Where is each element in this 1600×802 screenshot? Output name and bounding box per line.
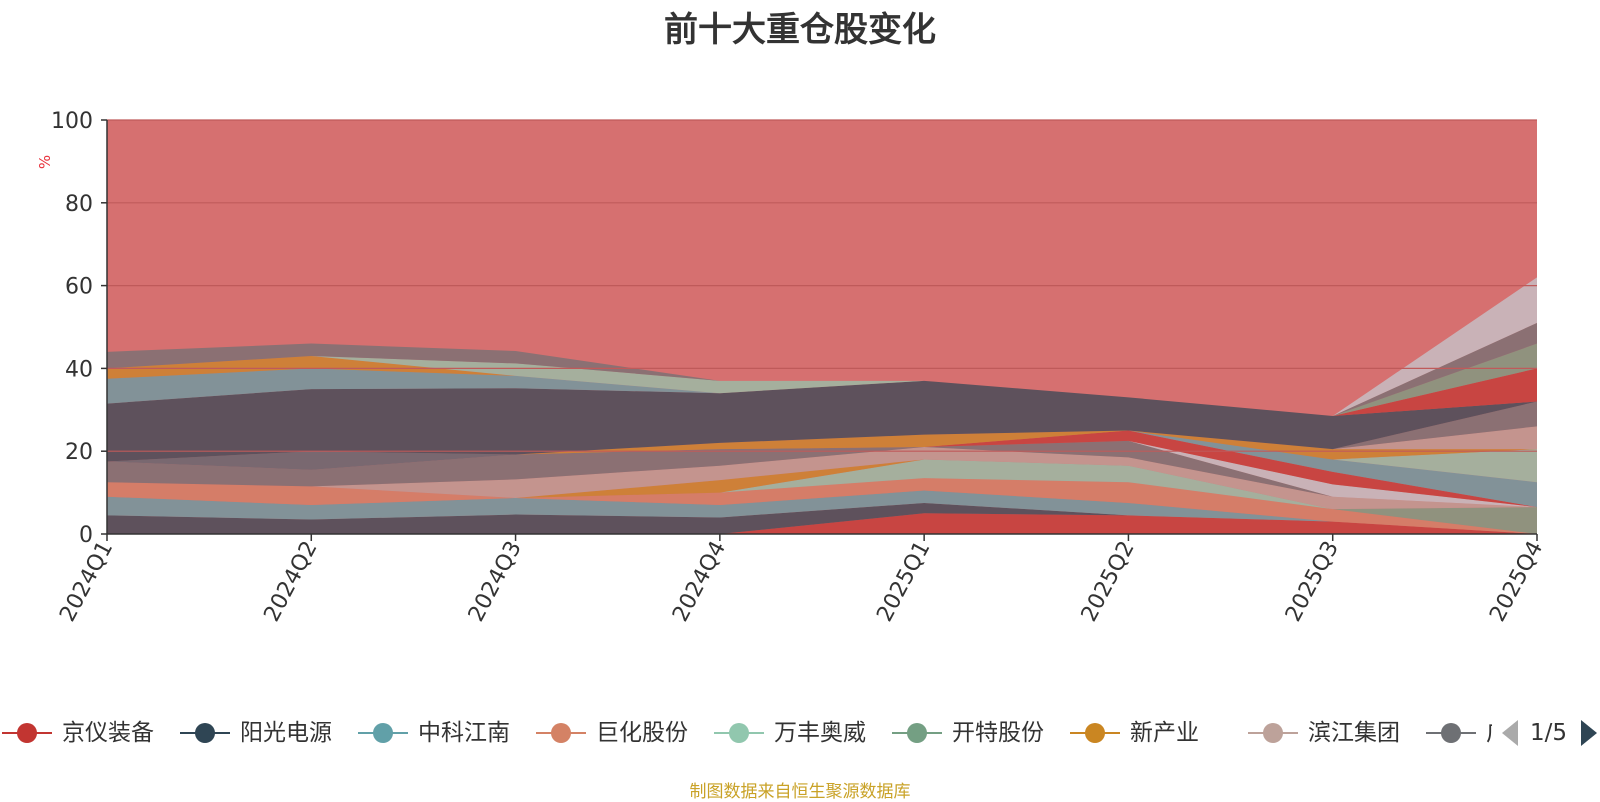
x-tick-label-4: 2025Q1 — [872, 537, 935, 626]
area-series-20 — [107, 368, 1537, 417]
x-tick-label-3: 2024Q4 — [668, 537, 731, 626]
x-tick-label-1: 2024Q2 — [260, 537, 323, 626]
area-series-2 — [107, 502, 1537, 534]
chart-title: 前十大重仓股变化 — [664, 10, 936, 50]
y-axis-unit: % — [36, 155, 54, 169]
legend-label: 巨化股份 — [596, 720, 688, 746]
legend-marker-icon — [892, 723, 942, 743]
area-series-8 — [107, 447, 1537, 510]
x-tick-label-6: 2025Q3 — [1281, 537, 1344, 626]
legend-label: 中科江南 — [418, 720, 510, 746]
area-series-10 — [107, 440, 1537, 508]
legend-label: 滨江集团 — [1308, 720, 1400, 746]
legend-marker-icon — [358, 723, 408, 743]
legend-item[interactable]: 巨化股份 — [536, 718, 706, 748]
area-series-19 — [107, 380, 1537, 462]
legend-item[interactable]: 阳光电源 — [180, 718, 350, 748]
legend-marker-icon — [180, 723, 230, 743]
legend-prev-page-icon[interactable] — [1500, 718, 1522, 748]
y-tick-label-1: 20 — [65, 440, 93, 465]
x-tick-label-2: 2024Q3 — [464, 537, 527, 626]
area-series-27 — [107, 277, 1537, 417]
area-series-11 — [107, 440, 1537, 508]
legend-next-page-icon[interactable] — [1578, 718, 1600, 748]
legend-marker-icon — [536, 723, 586, 743]
legend-item[interactable]: 滨江集团 — [1248, 718, 1418, 748]
y-tick-label-2: 40 — [65, 357, 93, 382]
legend-marker-icon — [714, 723, 764, 743]
legend-item[interactable]: 广汽 — [1426, 718, 1492, 748]
area-series-5 — [107, 459, 1537, 534]
legend-item[interactable]: 开特股份 — [892, 718, 1062, 748]
y-tick-label-5: 100 — [51, 109, 93, 134]
y-tick-label-0: 0 — [79, 523, 93, 548]
area-series-9 — [107, 440, 1537, 508]
legend-page-indicator: 1/5 — [1530, 720, 1568, 746]
legend-marker-icon — [2, 723, 52, 743]
legend-marker-icon — [1248, 723, 1298, 743]
legend-marker-icon — [1426, 723, 1476, 743]
legend-item[interactable]: 京仪装备 — [2, 718, 172, 748]
area-series-15 — [107, 430, 1537, 462]
legend-label: 万丰奥威 — [774, 720, 866, 746]
legend-item[interactable]: 万丰奥威 — [714, 718, 884, 748]
area-series-3 — [107, 490, 1537, 534]
legend-label: 新产业 — [1130, 720, 1199, 746]
legend-label: 阳光电源 — [240, 720, 332, 746]
x-tick-label-0: 2024Q1 — [55, 537, 118, 626]
legend-item[interactable]: 中科江南 — [358, 718, 528, 748]
legend-label: 京仪装备 — [62, 720, 154, 746]
legend-label: 广汽 — [1486, 718, 1492, 748]
y-tick-label-3: 60 — [65, 275, 93, 300]
area-series-12 — [107, 430, 1537, 508]
legend-item[interactable]: 新产业 — [1070, 718, 1240, 748]
legend-marker-icon — [1070, 723, 1120, 743]
legend-label: 开特股份 — [952, 720, 1044, 746]
area-series-4 — [107, 478, 1537, 534]
x-tick-label-5: 2025Q2 — [1077, 537, 1140, 626]
area-series-1 — [107, 513, 1537, 534]
y-tick-label-4: 80 — [65, 192, 93, 217]
area-series-24 — [107, 277, 1537, 417]
source-note: 制图数据来自恒生聚源数据库 — [689, 782, 911, 802]
x-tick-label-7: 2025Q4 — [1485, 537, 1548, 626]
